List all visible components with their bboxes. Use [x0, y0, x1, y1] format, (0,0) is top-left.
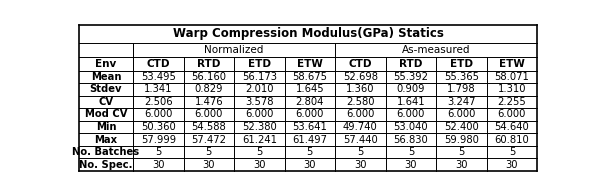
Text: Min: Min — [96, 122, 116, 132]
Text: 56.173: 56.173 — [242, 72, 277, 82]
Text: 6.000: 6.000 — [498, 109, 526, 120]
Text: 55.365: 55.365 — [444, 72, 479, 82]
Text: Mod CV: Mod CV — [85, 109, 127, 120]
Text: 60.810: 60.810 — [495, 134, 529, 145]
Text: 5: 5 — [508, 147, 515, 157]
Text: 56.830: 56.830 — [394, 134, 429, 145]
Text: 30: 30 — [354, 160, 367, 170]
Text: 6.000: 6.000 — [346, 109, 374, 120]
Text: As-measured: As-measured — [402, 45, 471, 55]
Text: 5: 5 — [256, 147, 263, 157]
Text: 58.675: 58.675 — [292, 72, 328, 82]
Text: 54.588: 54.588 — [192, 122, 226, 132]
Text: 30: 30 — [152, 160, 165, 170]
Text: 6.000: 6.000 — [296, 109, 324, 120]
Text: 55.392: 55.392 — [394, 72, 429, 82]
Text: 6.000: 6.000 — [245, 109, 273, 120]
Text: 53.641: 53.641 — [293, 122, 328, 132]
Text: 1.798: 1.798 — [447, 84, 476, 94]
Text: 57.440: 57.440 — [343, 134, 378, 145]
Text: Warp Compression Modulus(GPa) Statics: Warp Compression Modulus(GPa) Statics — [172, 28, 444, 41]
Text: No. Spec.: No. Spec. — [79, 160, 133, 170]
Text: 56.160: 56.160 — [191, 72, 227, 82]
Text: 30: 30 — [253, 160, 266, 170]
Text: 5: 5 — [357, 147, 364, 157]
Text: 30: 30 — [455, 160, 468, 170]
Text: Stdev: Stdev — [90, 84, 122, 94]
Text: 54.640: 54.640 — [495, 122, 529, 132]
Text: CV: CV — [99, 97, 114, 107]
Text: 6.000: 6.000 — [144, 109, 172, 120]
Text: 30: 30 — [203, 160, 215, 170]
Text: 1.360: 1.360 — [346, 84, 374, 94]
Text: ETD: ETD — [248, 59, 271, 69]
Text: 53.495: 53.495 — [141, 72, 175, 82]
Text: 52.380: 52.380 — [242, 122, 276, 132]
Text: 6.000: 6.000 — [397, 109, 425, 120]
Text: 6.000: 6.000 — [195, 109, 223, 120]
Text: 1.645: 1.645 — [296, 84, 324, 94]
Text: No. Batches: No. Batches — [72, 147, 139, 157]
Text: 5: 5 — [155, 147, 162, 157]
Text: RTD: RTD — [197, 59, 221, 69]
Text: 1.476: 1.476 — [195, 97, 223, 107]
Text: 30: 30 — [404, 160, 417, 170]
Text: 50.360: 50.360 — [141, 122, 175, 132]
Text: 58.071: 58.071 — [495, 72, 529, 82]
Text: 1.341: 1.341 — [144, 84, 172, 94]
Text: 2.804: 2.804 — [296, 97, 324, 107]
Text: 30: 30 — [304, 160, 316, 170]
Text: Max: Max — [94, 134, 118, 145]
Text: 5: 5 — [458, 147, 465, 157]
Text: ETD: ETD — [450, 59, 473, 69]
Text: 57.472: 57.472 — [191, 134, 227, 145]
Text: 53.040: 53.040 — [394, 122, 428, 132]
Text: CTD: CTD — [147, 59, 170, 69]
Text: 3.247: 3.247 — [447, 97, 475, 107]
Text: 52.698: 52.698 — [343, 72, 378, 82]
Text: 1.310: 1.310 — [498, 84, 526, 94]
Text: 2.255: 2.255 — [498, 97, 526, 107]
Text: 0.829: 0.829 — [195, 84, 223, 94]
Text: Mean: Mean — [91, 72, 121, 82]
Text: 57.999: 57.999 — [141, 134, 176, 145]
Text: Env: Env — [96, 59, 117, 69]
Text: 30: 30 — [505, 160, 518, 170]
Text: ETW: ETW — [297, 59, 323, 69]
Text: 0.909: 0.909 — [397, 84, 425, 94]
Text: 2.506: 2.506 — [144, 97, 172, 107]
Text: 52.400: 52.400 — [444, 122, 479, 132]
Text: CTD: CTD — [349, 59, 372, 69]
Text: 5: 5 — [206, 147, 212, 157]
Text: 5: 5 — [307, 147, 313, 157]
Text: 5: 5 — [407, 147, 414, 157]
Text: 49.740: 49.740 — [343, 122, 378, 132]
Text: 61.497: 61.497 — [292, 134, 328, 145]
Text: ETW: ETW — [499, 59, 525, 69]
Text: 3.578: 3.578 — [245, 97, 273, 107]
Text: 1.641: 1.641 — [397, 97, 425, 107]
Text: 2.580: 2.580 — [346, 97, 374, 107]
Text: RTD: RTD — [399, 59, 423, 69]
Text: 2.010: 2.010 — [245, 84, 273, 94]
Text: 59.980: 59.980 — [444, 134, 479, 145]
Text: 61.241: 61.241 — [242, 134, 277, 145]
Text: Normalized: Normalized — [204, 45, 264, 55]
Text: 6.000: 6.000 — [447, 109, 475, 120]
